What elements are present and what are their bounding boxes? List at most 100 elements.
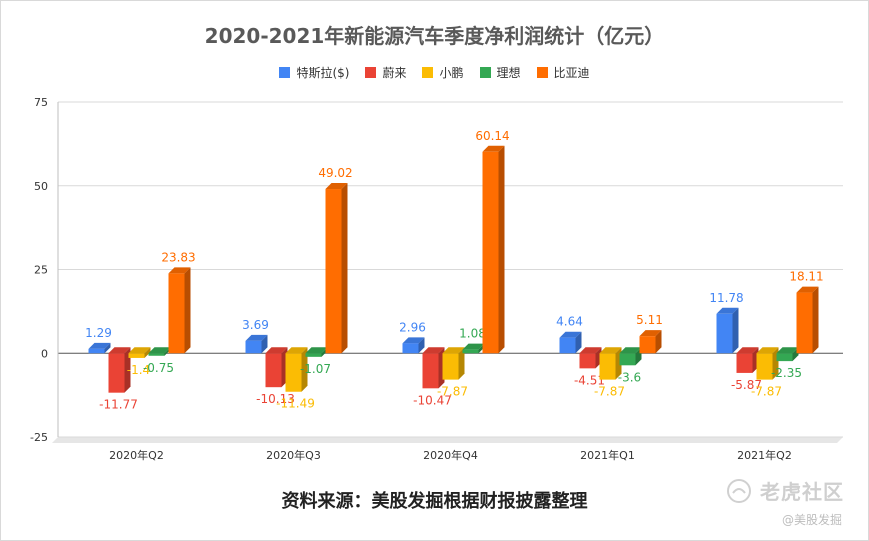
bar [462,349,479,354]
x-category-label: 2021年Q2 [737,448,792,462]
x-category-label: 2020年Q2 [109,448,164,462]
legend-swatch [365,67,377,78]
bar-side [124,347,131,393]
legend-item: 理想 [479,64,521,81]
bar-top [736,347,759,354]
chart-floor [52,437,843,443]
bar [579,353,596,369]
watermark-main: 老虎社区 [760,480,844,504]
bar-side [104,342,111,354]
data-label: 1.29 [85,326,112,340]
data-label: -0.75 [143,361,174,375]
bar-side [261,334,268,354]
legend-item: 比亚迪 [536,64,590,81]
data-label: -4.51 [574,373,605,387]
data-label: -10.47 [413,393,452,407]
source-note: 资料来源：美股发掘根据财报披露整理 [281,491,588,512]
bar [148,353,165,356]
data-label: -7.87 [751,385,782,399]
legend-item: 蔚来 [365,64,406,81]
bar [619,353,636,366]
data-label: -7.87 [437,385,468,399]
legend-label: 理想 [496,66,521,80]
data-label: 23.83 [161,250,195,264]
legend-swatch [479,67,491,78]
x-category-label: 2020年Q4 [423,448,478,462]
bar-top [756,347,779,354]
y-tick-label: 25 [34,264,48,277]
legend-item: 特斯拉($) [279,64,349,81]
bar-side [655,330,662,354]
bar-side [184,267,191,354]
bar-top [599,347,622,354]
data-label: -3.6 [618,370,641,384]
legend-label: 比亚迪 [553,66,590,80]
bar [599,353,616,380]
bar [325,189,342,354]
legend-label: 小鹏 [439,66,464,80]
bar [442,353,459,380]
data-label: 4.64 [556,315,583,329]
legend: 特斯拉($) 蔚来 小鹏 理想 比亚迪 [0,64,869,81]
y-tick-label: 0 [41,347,48,360]
data-label: 3.69 [242,318,269,332]
data-label: -11.77 [99,398,138,412]
bar [128,353,145,358]
legend-swatch [536,67,548,78]
data-label: 1.08 [459,327,486,341]
legend-label: 特斯拉($) [296,66,350,80]
data-label: 2.96 [399,320,426,334]
bar-top [285,347,308,354]
bar-top [796,286,819,293]
bar-top [559,331,582,338]
y-tick-label: 75 [34,96,48,109]
x-category-label: 2020年Q3 [266,448,321,462]
bar-top [245,334,268,341]
legend-item: 小鹏 [422,64,464,81]
bar [796,292,813,354]
bar-top [305,347,328,354]
bar [88,348,105,354]
legend-label: 蔚来 [382,66,407,80]
bar-top [402,337,425,344]
data-label: -1.4 [127,363,150,377]
chart-title: 2020-2021年新能源汽车季度净利润统计（亿元） [204,24,665,48]
data-label: 60.14 [475,129,509,143]
data-label: -5.87 [731,378,762,392]
bar-top [639,330,662,337]
x-category-label: 2021年Q1 [580,448,635,462]
data-label: -2.35 [771,366,802,380]
tiger-logo-icon [727,479,751,503]
bar-side [575,331,582,354]
bar-side [144,347,151,358]
bar-side [301,347,308,392]
data-label: 11.78 [709,291,743,305]
bar-top [579,347,602,354]
bar [716,313,733,354]
bar-top [619,347,642,354]
data-label: 49.02 [318,166,352,180]
bar [108,353,125,393]
legend-swatch [422,67,434,78]
bar-top [462,343,485,350]
bar [168,273,185,354]
bar [776,353,793,362]
bar-side [732,307,739,354]
bar [245,340,262,354]
data-label: -11.49 [276,397,315,411]
bar-top [168,267,191,274]
bar-top [325,183,348,190]
bar [482,151,499,354]
bar [285,353,302,392]
bar [559,337,576,354]
y-tick-label: -25 [30,431,48,444]
data-label: -1.07 [300,362,331,376]
data-label: -7.87 [594,385,625,399]
bar [639,336,656,354]
bar [305,353,322,357]
bar [736,353,753,373]
bar-side [812,286,819,354]
bar-top [482,145,505,152]
data-label: 5.11 [636,313,663,327]
